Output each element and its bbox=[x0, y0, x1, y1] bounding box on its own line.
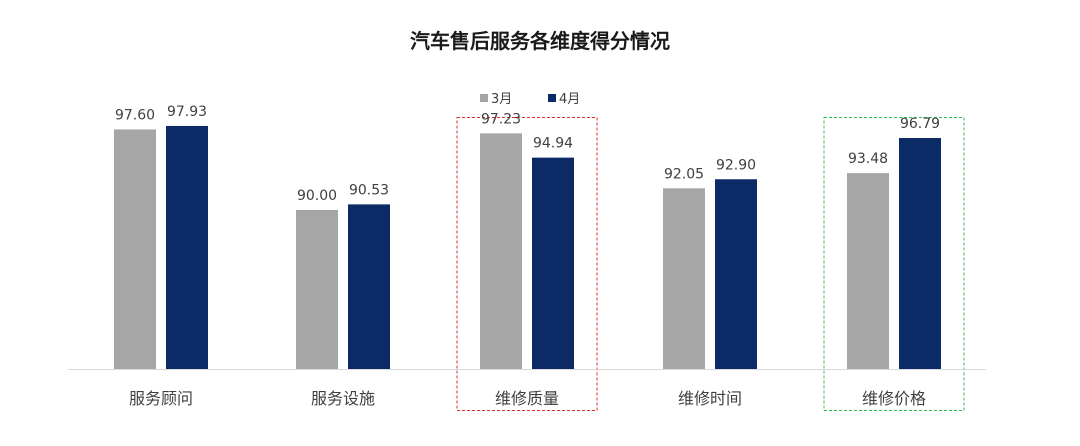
category-label-维修价格: 维修价格 bbox=[862, 389, 926, 408]
category-label-服务设施: 服务设施 bbox=[311, 389, 375, 408]
data-label-维修时间-4月: 92.90 bbox=[716, 157, 756, 173]
bar-维修时间-3月 bbox=[663, 188, 705, 369]
bar-服务顾问-3月 bbox=[114, 129, 156, 369]
data-label-维修质量-3月: 97.23 bbox=[481, 111, 521, 127]
data-label-服务顾问-4月: 97.93 bbox=[167, 104, 207, 120]
bar-服务顾问-4月 bbox=[166, 125, 208, 369]
bar-服务设施-4月 bbox=[348, 204, 390, 369]
category-label-服务顾问: 服务顾问 bbox=[129, 389, 193, 408]
legend: 3月 4月 bbox=[480, 92, 580, 107]
bar-维修质量-4月 bbox=[532, 157, 574, 369]
legend-swatch-4月 bbox=[548, 94, 556, 102]
category-label-维修质量: 维修质量 bbox=[495, 389, 559, 408]
legend-label-3月: 3月 bbox=[491, 92, 512, 107]
legend-label-4月: 4月 bbox=[559, 92, 580, 107]
chart-title: 汽车售后服务各维度得分情况 bbox=[410, 29, 670, 53]
bar-维修时间-4月 bbox=[715, 179, 757, 369]
category-label-维修时间: 维修时间 bbox=[678, 389, 742, 408]
bar-服务设施-3月 bbox=[296, 210, 338, 369]
bars bbox=[114, 125, 941, 369]
data-label-维修质量-4月: 94.94 bbox=[533, 136, 573, 152]
bar-维修价格-3月 bbox=[847, 173, 889, 369]
data-label-服务设施-3月: 90.00 bbox=[297, 188, 337, 204]
data-label-服务顾问-3月: 97.60 bbox=[115, 107, 155, 123]
highlight-boxes bbox=[456, 117, 965, 411]
highlight-box-维修质量 bbox=[456, 117, 598, 411]
bar-维修价格-4月 bbox=[899, 138, 941, 369]
bar-维修质量-3月 bbox=[480, 133, 522, 369]
legend-swatch-3月 bbox=[480, 94, 488, 102]
data-label-维修时间-3月: 92.05 bbox=[664, 166, 704, 182]
data-labels: 97.60 97.93 90.00 90.53 97.23 94.94 92.05 92.90… bbox=[115, 104, 940, 204]
highlight-box-维修价格 bbox=[823, 117, 965, 411]
data-label-服务设施-4月: 90.53 bbox=[349, 182, 389, 198]
category-labels: 服务顾问 服务设施 维修质量 维修时间 维修价格 bbox=[129, 389, 926, 408]
data-label-维修价格-3月: 93.48 bbox=[848, 151, 888, 167]
data-label-维修价格-4月: 96.79 bbox=[900, 116, 940, 132]
